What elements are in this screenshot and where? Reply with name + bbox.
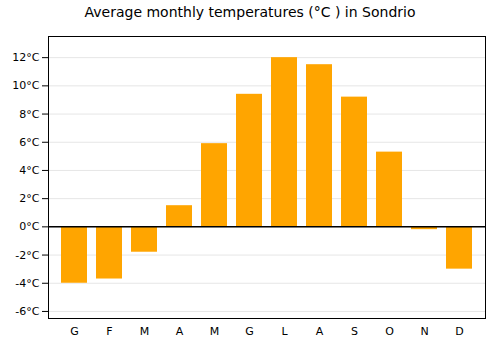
html-text:Average monthly temperatures (: Average monthly temperatures (°C ) in So… — [84, 4, 416, 20]
svg-text:G: G — [245, 325, 254, 338]
svg-text:A: A — [176, 325, 184, 338]
svg-text:G: G — [70, 325, 79, 338]
svg-text:-6°C: -6°C — [15, 305, 39, 318]
svg-text:S: S — [351, 325, 358, 338]
svg-text:2°C: 2°C — [19, 192, 39, 205]
svg-text:4°C: 4°C — [19, 164, 39, 177]
svg-text:A: A — [316, 325, 324, 338]
svg-text:6°C: 6°C — [19, 136, 39, 149]
svg-text:D: D — [455, 325, 463, 338]
svg-text:0°C: 0°C — [19, 220, 39, 233]
svg-text:8°C: 8°C — [19, 108, 39, 121]
svg-text:M: M — [210, 325, 220, 338]
svg-text:F: F — [106, 325, 112, 338]
svg-text:-2°C: -2°C — [15, 249, 39, 262]
svg-text:N: N — [420, 325, 428, 338]
svg-text:12°C: 12°C — [12, 51, 39, 64]
svg-text:M: M — [140, 325, 150, 338]
svg-text:10°C: 10°C — [12, 79, 39, 92]
svg-text:O: O — [385, 325, 394, 338]
svg-text:-4°C: -4°C — [15, 277, 39, 290]
svg-text:L: L — [281, 325, 288, 338]
